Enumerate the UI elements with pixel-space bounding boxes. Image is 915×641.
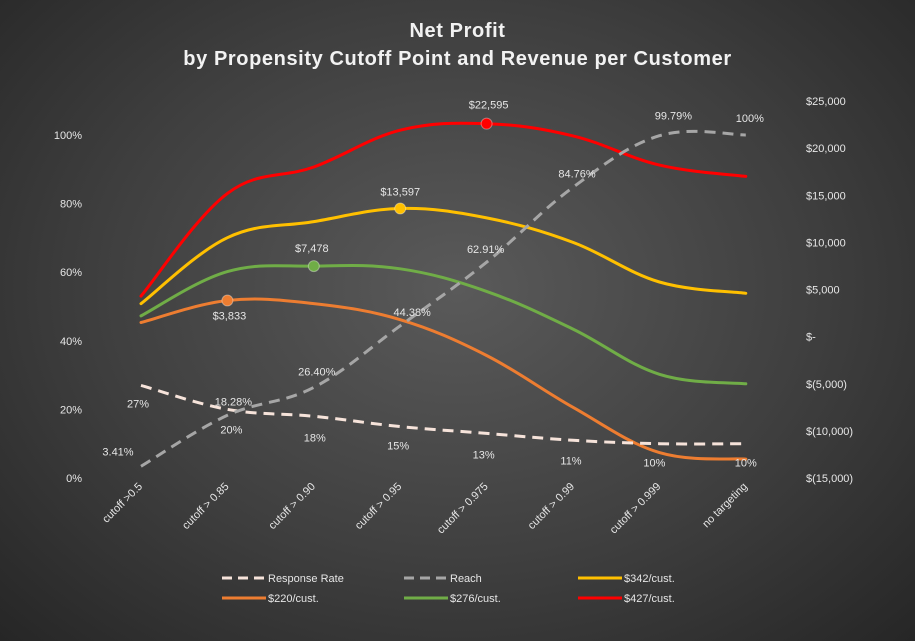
response-rate-data-label: 10% xyxy=(735,458,757,470)
right-axis-tick-label: $5,000 xyxy=(806,285,840,297)
x-axis-category-label: cutoff > 0.975 xyxy=(435,481,491,537)
x-axis-category-label: cutoff > 0.85 xyxy=(180,481,231,532)
reach-data-label: 44.38% xyxy=(394,307,432,319)
right-axis-tick-label: $10,000 xyxy=(806,237,846,249)
right-axis-tick-label: $(10,000) xyxy=(806,426,853,438)
peak-data-label: $3,833 xyxy=(213,310,247,322)
peak-data-label: $13,597 xyxy=(380,186,420,198)
response-rate-data-label: 18% xyxy=(304,432,326,444)
right-axis-tick-label: $- xyxy=(806,332,816,344)
response-rate-data-label: 20% xyxy=(220,424,242,436)
peak-marker xyxy=(394,202,407,215)
right-axis-tick-label: $15,000 xyxy=(806,190,846,202)
peak-marker xyxy=(221,294,234,307)
legend-label: Response Rate xyxy=(268,573,344,585)
peak-marker xyxy=(307,260,320,273)
response-rate-data-label: 10% xyxy=(643,458,665,470)
series-line-reach xyxy=(140,129,746,468)
series-line--427-cust- xyxy=(139,121,748,298)
x-axis-category-label: cutoff >0.5 xyxy=(100,481,145,526)
left-axis-tick-label: 60% xyxy=(60,267,82,279)
right-axis-tick-label: $25,000 xyxy=(806,96,846,108)
reach-data-label: 18.28% xyxy=(215,396,253,408)
series-line--276-cust- xyxy=(139,264,748,386)
legend-label: $276/cust. xyxy=(450,593,501,605)
response-rate-data-label: 11% xyxy=(560,455,581,467)
right-axis-tick-label: $(5,000) xyxy=(806,379,847,391)
peak-marker xyxy=(480,117,493,130)
left-axis-tick-label: 40% xyxy=(60,336,82,348)
chart-title-line-2: by Propensity Cutoff Point and Revenue p… xyxy=(183,48,732,70)
peak-data-label: $7,478 xyxy=(295,243,329,255)
reach-data-label: 62.91% xyxy=(467,244,505,256)
reach-data-label: 84.76% xyxy=(558,168,596,180)
series-line--342-cust- xyxy=(139,206,748,306)
reach-data-label: 3.41% xyxy=(102,446,133,458)
x-axis-category-label: no targeting xyxy=(700,481,750,531)
left-axis-tick-label: 100% xyxy=(54,130,82,142)
x-axis-category-label: cutoff > 0.90 xyxy=(267,481,318,532)
right-axis-tick-label: $(15,000) xyxy=(806,473,853,485)
response-rate-data-label: 13% xyxy=(473,449,495,461)
response-rate-data-label: 27% xyxy=(127,398,149,410)
left-axis-tick-label: 0% xyxy=(66,473,82,485)
peak-data-label: $22,595 xyxy=(469,100,509,112)
x-axis-category-label: cutoff > 0.95 xyxy=(353,481,404,532)
reach-data-label: 100% xyxy=(736,113,764,125)
left-axis-tick-label: 80% xyxy=(60,199,82,211)
series-line--220-cust- xyxy=(139,297,748,461)
legend-label: Reach xyxy=(450,573,482,585)
left-axis-tick-label: 20% xyxy=(60,404,82,416)
x-axis-category-label: cutoff > 0.99 xyxy=(526,481,577,532)
legend-label: $427/cust. xyxy=(624,593,675,605)
x-axis-category-label: cutoff > 0.999 xyxy=(608,481,664,537)
legend-label: $220/cust. xyxy=(268,593,319,605)
response-rate-data-label: 15% xyxy=(387,441,409,453)
legend-label: $342/cust. xyxy=(624,573,675,585)
reach-data-label: 26.40% xyxy=(298,366,336,378)
reach-data-label: 99.79% xyxy=(655,111,693,123)
right-axis-tick-label: $20,000 xyxy=(806,143,846,155)
chart-title-line-1: Net Profit xyxy=(409,20,506,42)
